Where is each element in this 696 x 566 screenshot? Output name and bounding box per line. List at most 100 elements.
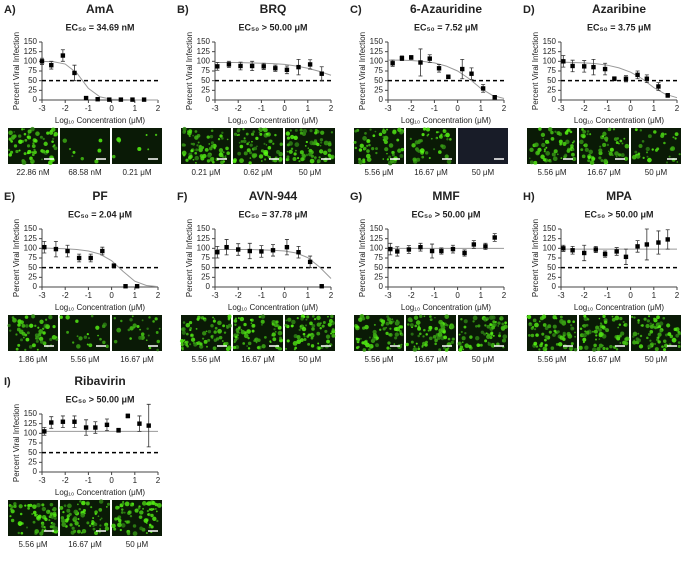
cell <box>582 135 585 138</box>
cell <box>615 155 618 158</box>
cell <box>598 148 603 153</box>
cell <box>580 148 584 152</box>
data-point <box>436 66 442 71</box>
cell <box>48 315 53 320</box>
cell <box>378 132 383 137</box>
cell <box>155 510 158 513</box>
data-point <box>492 235 497 240</box>
cell <box>613 137 618 141</box>
cell <box>419 314 423 319</box>
cell <box>105 524 108 527</box>
data-point <box>612 76 617 81</box>
cell <box>318 156 321 159</box>
cell <box>535 333 539 337</box>
x-tick-label: 0 <box>628 104 633 113</box>
cell <box>31 513 34 516</box>
cell <box>37 326 40 329</box>
cell <box>358 159 363 165</box>
cell <box>555 317 558 320</box>
cell <box>53 144 56 147</box>
cell <box>646 155 649 158</box>
cell <box>94 531 99 536</box>
y-tick-label: 0 <box>552 95 557 104</box>
cell <box>559 315 563 319</box>
cell <box>300 317 304 321</box>
cell <box>263 335 267 339</box>
y-tick-label: 75 <box>28 253 37 262</box>
data-point <box>427 56 432 61</box>
cell <box>78 507 82 511</box>
chart-title: MMF <box>432 189 459 203</box>
x-tick-label: 1 <box>133 104 138 113</box>
cell <box>314 128 318 132</box>
cell <box>428 336 433 341</box>
cell <box>86 343 89 346</box>
cell <box>442 330 446 334</box>
cell <box>251 140 253 143</box>
y-tick-label: 125 <box>543 47 557 56</box>
cell <box>132 323 137 328</box>
cell <box>386 346 390 350</box>
cell <box>45 324 51 330</box>
cell <box>10 140 13 143</box>
cell <box>579 139 584 145</box>
cell <box>652 323 655 326</box>
cell <box>195 161 197 164</box>
cell <box>32 504 37 509</box>
image-label: 16.67 μM <box>241 355 275 364</box>
cell <box>438 150 442 154</box>
cell <box>239 316 245 322</box>
cell <box>87 337 91 340</box>
cell <box>382 158 385 160</box>
cell <box>199 344 204 349</box>
cell <box>533 160 538 165</box>
cell <box>440 144 444 148</box>
cell <box>148 346 152 350</box>
cell <box>637 152 641 156</box>
cell <box>219 134 223 138</box>
cell <box>92 527 96 531</box>
cell <box>501 339 505 343</box>
cell <box>206 159 211 163</box>
cell <box>662 316 666 320</box>
cell <box>623 137 626 140</box>
x-tick-label: 0 <box>282 291 287 300</box>
cell <box>75 319 79 323</box>
data-point <box>450 246 456 252</box>
cell <box>484 324 487 327</box>
cell <box>379 328 382 331</box>
cell <box>209 157 215 162</box>
cell <box>331 333 336 338</box>
cell <box>646 319 650 323</box>
y-axis-label: Percent Viral Infection <box>185 32 194 110</box>
cell <box>39 319 44 324</box>
cell <box>299 150 304 155</box>
x-tick-label: -1 <box>604 291 612 300</box>
cell <box>205 330 208 333</box>
cell <box>225 146 229 151</box>
cell <box>18 149 21 152</box>
cell <box>677 344 681 348</box>
micrograph <box>7 314 59 351</box>
cell <box>410 340 414 344</box>
fit-curve <box>388 59 505 99</box>
cell <box>202 331 207 336</box>
cell <box>192 337 195 341</box>
cell <box>552 156 558 162</box>
cell <box>10 509 15 514</box>
cell <box>148 523 152 527</box>
cell <box>637 321 640 324</box>
cell <box>603 320 608 324</box>
cell <box>383 135 389 141</box>
cell <box>394 332 400 337</box>
cell <box>302 128 308 134</box>
x-tick-label: 2 <box>156 476 161 485</box>
cell <box>386 158 390 161</box>
data-point <box>116 428 121 433</box>
cell <box>368 143 371 147</box>
cell <box>327 315 329 318</box>
cell <box>316 322 321 327</box>
cell <box>387 317 392 322</box>
cell <box>550 346 555 350</box>
cell <box>450 340 454 345</box>
